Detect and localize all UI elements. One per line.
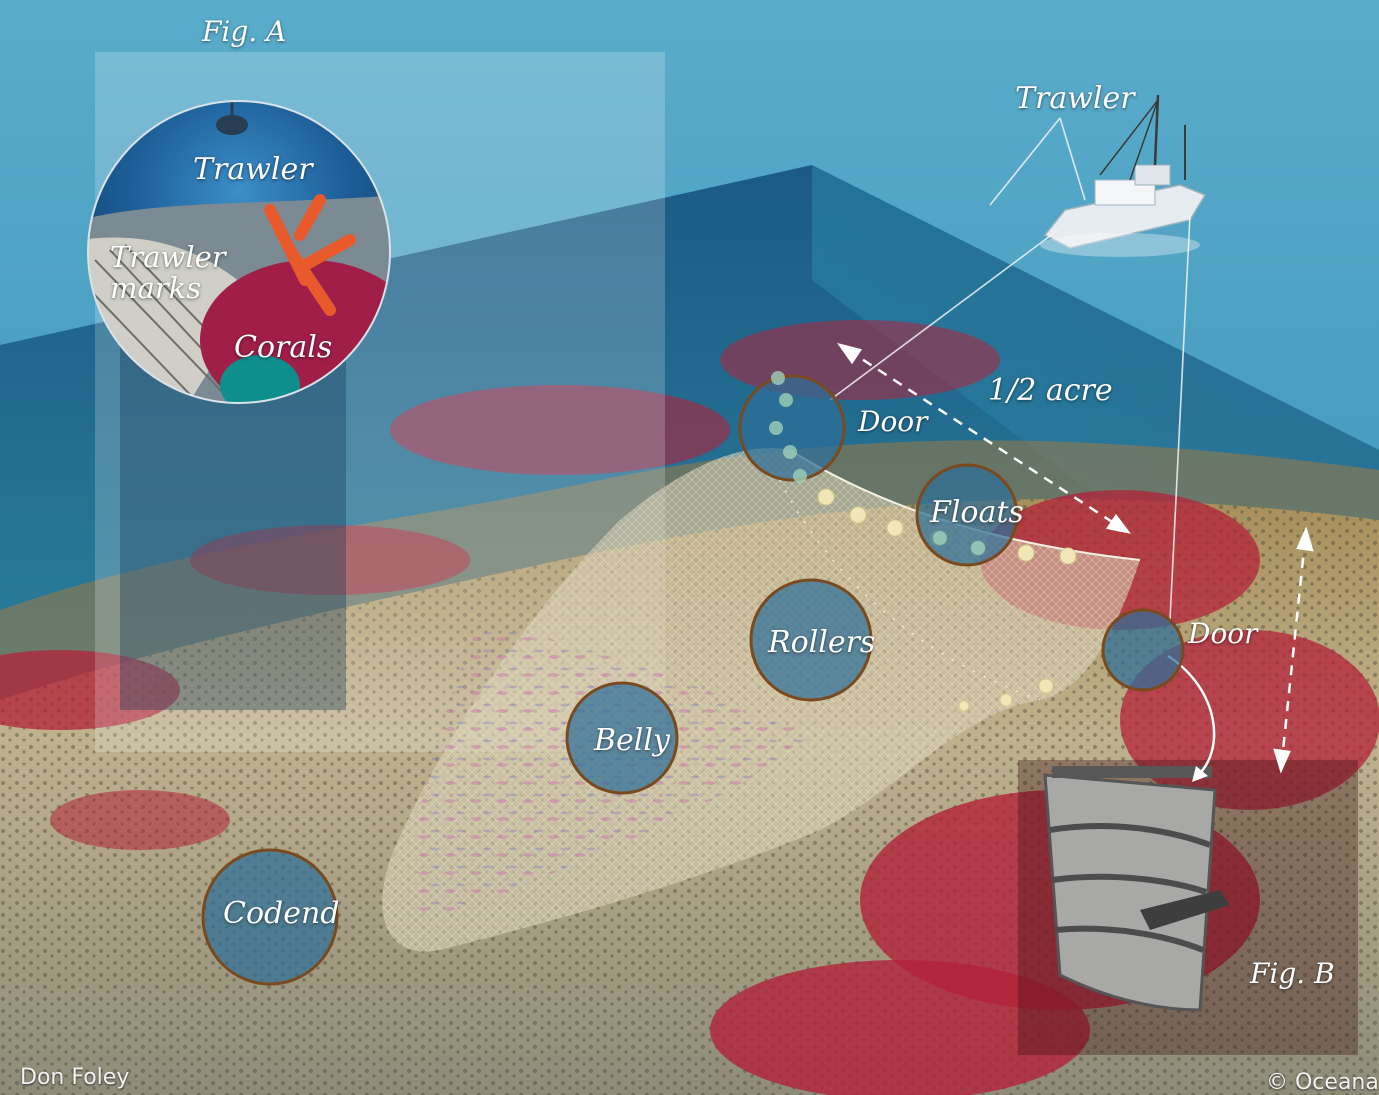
copyright-credit: © Oceana [1266,1070,1379,1095]
door-right-callout [1101,608,1185,692]
door-left-label: Door [858,405,928,438]
artist-credit: Don Foley [20,1065,130,1090]
fig-a-inset [87,100,391,404]
door-connector-arrowhead [1192,766,1208,782]
door-right-label: Door [1188,617,1258,650]
codend-callout [201,848,339,986]
tow-lines [829,117,1191,621]
half-acre-arrow [837,342,1131,534]
rollers-label: Rollers [768,625,876,660]
door-left-callout [738,374,846,482]
inset-trawler-label: Trawler [193,152,313,187]
floats-label: Floats [930,495,1024,530]
inset-trawler-marks-line1: Trawler [110,240,226,274]
depth-arrow [1273,526,1314,774]
codend-label: Codend [223,896,340,931]
fig-b-title: Fig. B [1250,957,1335,990]
belly-label: Belly [594,723,670,758]
rollers-callout [749,578,873,702]
trawler-vessel [1040,94,1207,257]
callout-floats-beads [769,371,985,555]
callout-circles [201,374,1185,986]
inset-trawler-marks-line2: marks [110,271,202,305]
door-connector [1167,654,1216,776]
trawler-label: Trawler [1015,81,1135,116]
fig-a-title: Fig. A [202,15,287,48]
trawl-door-detail [1043,766,1230,1012]
belly-callout [565,681,679,795]
inset-corals-label: Corals [234,330,333,365]
half-acre-label: 1/2 acre [988,373,1113,408]
